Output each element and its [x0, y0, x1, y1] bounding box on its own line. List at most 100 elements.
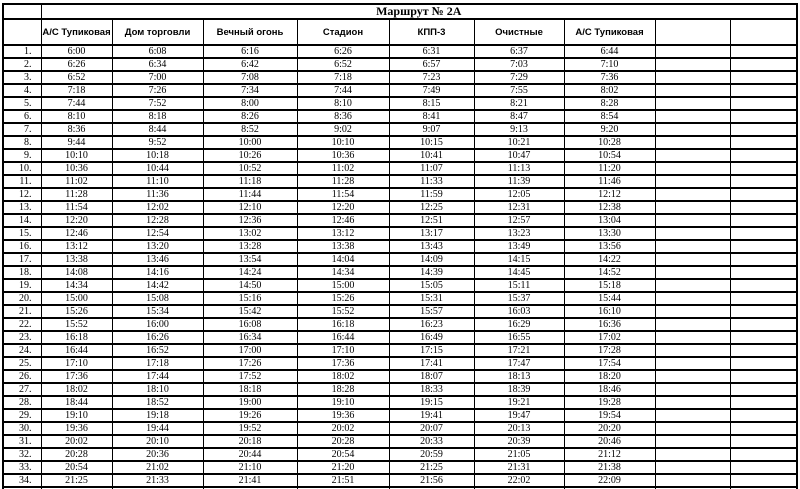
row-number: 7. — [2, 122, 42, 137]
empty-cell — [729, 330, 798, 345]
time-cell: 12:05 — [473, 187, 565, 202]
empty-cell — [654, 174, 731, 189]
header-cell-empty — [2, 18, 42, 46]
time-cell: 19:28 — [563, 395, 656, 410]
time-cell: 20:46 — [563, 434, 656, 449]
table-row: 11. 11:02 11:10 11:18 11:28 11:33 11:39 11:46 — [2, 174, 798, 189]
time-cell: 14:22 — [563, 252, 656, 267]
row-number: 14. — [2, 213, 42, 228]
time-cell: 19:41 — [388, 408, 475, 423]
time-cell: 15:34 — [111, 304, 204, 319]
time-cell: 16:55 — [473, 330, 565, 345]
time-cell: 10:21 — [473, 135, 565, 150]
time-cell: 16:34 — [202, 330, 298, 345]
time-cell: 11:02 — [296, 161, 390, 176]
time-cell: 18:02 — [296, 369, 390, 384]
time-cell: 8:00 — [202, 96, 298, 111]
time-cell: 10:18 — [111, 148, 204, 163]
empty-cell — [729, 213, 798, 228]
table-row: 33. 20:54 21:02 21:10 21:20 21:25 21:31 21:38 — [2, 460, 798, 475]
row-number: 31. — [2, 434, 42, 449]
table-row: 15. 12:46 12:54 13:02 13:12 13:17 13:23 13:30 — [2, 226, 798, 241]
time-cell: 20:02 — [40, 434, 113, 449]
time-cell: 6:00 — [40, 44, 113, 59]
time-cell: 12:25 — [388, 200, 475, 215]
time-cell: 10:28 — [563, 135, 656, 150]
time-cell: 9:13 — [473, 122, 565, 137]
time-cell: 8:10 — [296, 96, 390, 111]
time-cell: 17:44 — [111, 369, 204, 384]
time-cell: 12:46 — [296, 213, 390, 228]
time-cell: 7:44 — [40, 96, 113, 111]
empty-cell — [654, 369, 731, 384]
time-cell: 20:07 — [388, 421, 475, 436]
time-cell: 7:34 — [202, 83, 298, 98]
row-number: 20. — [2, 291, 42, 306]
empty-cell — [654, 460, 731, 475]
table-row: 27. 18:02 18:10 18:18 18:28 18:33 18:39 18:46 — [2, 382, 798, 397]
empty-cell — [654, 226, 731, 241]
time-cell: 10:52 — [202, 161, 298, 176]
row-number: 17. — [2, 252, 42, 267]
empty-cell — [654, 434, 731, 449]
empty-cell — [729, 473, 798, 488]
partial-row — [2, 486, 798, 489]
time-cell: 17:54 — [563, 356, 656, 371]
time-cell: 11:18 — [202, 174, 298, 189]
time-cell: 12:54 — [111, 226, 204, 241]
time-cell: 6:34 — [111, 57, 204, 72]
time-cell: 13:12 — [296, 226, 390, 241]
empty-cell — [729, 434, 798, 449]
time-cell: 11:54 — [40, 200, 113, 215]
empty-cell — [654, 317, 731, 332]
time-cell: 8:10 — [40, 109, 113, 124]
time-cell: 11:54 — [296, 187, 390, 202]
empty-cell — [654, 83, 731, 98]
table-row: 8. 9:44 9:52 10:00 10:10 10:15 10:21 10:28 — [2, 135, 798, 150]
time-cell: 6:44 — [563, 44, 656, 59]
table-row: 26. 17:36 17:44 17:52 18:02 18:07 18:13 18:20 — [2, 369, 798, 384]
time-cell: 12:31 — [473, 200, 565, 215]
time-cell: 13:43 — [388, 239, 475, 254]
col-header-blank-2 — [729, 18, 798, 46]
time-cell: 12:36 — [202, 213, 298, 228]
time-cell: 13:12 — [40, 239, 113, 254]
row-number: 10. — [2, 161, 42, 176]
time-cell: 14:08 — [40, 265, 113, 280]
time-cell: 11:33 — [388, 174, 475, 189]
table-row: 25. 17:10 17:18 17:26 17:36 17:41 17:47 17:54 — [2, 356, 798, 371]
time-cell: 9:52 — [111, 135, 204, 150]
time-cell: 11:10 — [111, 174, 204, 189]
time-cell: 15:31 — [388, 291, 475, 306]
time-cell: 21:33 — [111, 473, 204, 488]
empty-cell — [729, 356, 798, 371]
time-cell: 8:36 — [296, 109, 390, 124]
row-number: 29. — [2, 408, 42, 423]
time-cell: 21:20 — [296, 460, 390, 475]
time-cell: 8:52 — [202, 122, 298, 137]
empty-cell — [729, 135, 798, 150]
time-cell: 15:44 — [563, 291, 656, 306]
time-cell: 16:18 — [296, 317, 390, 332]
time-cell: 8:41 — [388, 109, 475, 124]
corner-cell — [2, 3, 42, 20]
row-number: 8. — [2, 135, 42, 150]
empty-cell — [729, 239, 798, 254]
empty-cell — [654, 291, 731, 306]
time-cell: 10:44 — [111, 161, 204, 176]
time-cell: 6:08 — [111, 44, 204, 59]
time-cell: 6:16 — [202, 44, 298, 59]
time-cell: 15:00 — [40, 291, 113, 306]
time-cell: 18:10 — [111, 382, 204, 397]
empty-cell — [729, 174, 798, 189]
table-row: 31. 20:02 20:10 20:18 20:28 20:33 20:39 20:46 — [2, 434, 798, 449]
time-cell: 21:05 — [473, 447, 565, 462]
time-cell: 14:09 — [388, 252, 475, 267]
time-cell: 8:26 — [202, 109, 298, 124]
col-header-kpp-3: КПП-3 — [388, 18, 475, 46]
empty-cell — [654, 96, 731, 111]
time-cell: 11:28 — [296, 174, 390, 189]
row-number: 32. — [2, 447, 42, 462]
time-cell: 11:44 — [202, 187, 298, 202]
time-cell: 19:21 — [473, 395, 565, 410]
